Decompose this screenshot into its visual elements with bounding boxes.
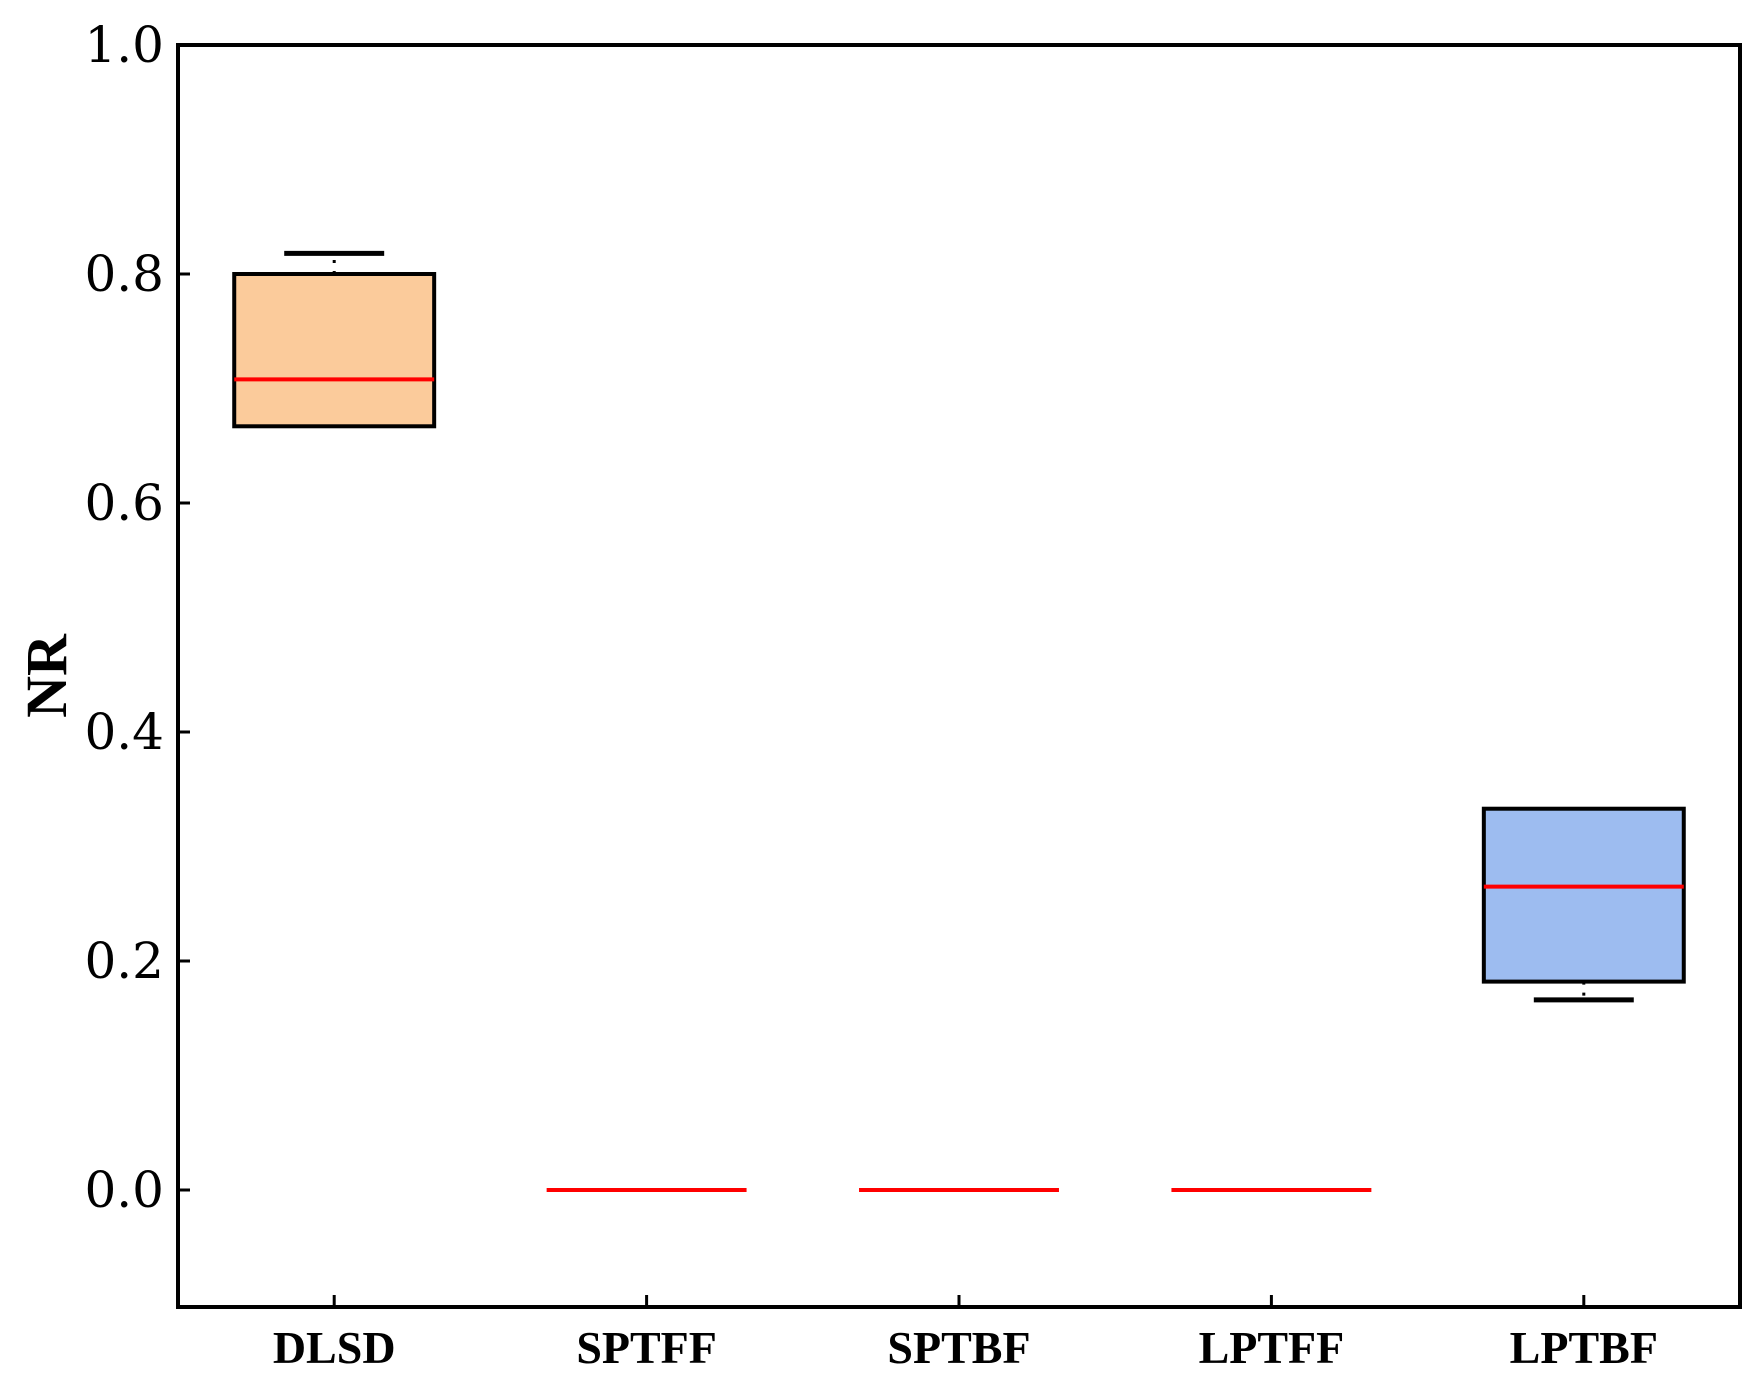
y-tick-label: 1.0 — [84, 16, 164, 74]
x-tick-label: SPTBF — [887, 1322, 1030, 1373]
box-body — [1481, 806, 1686, 984]
x-axis: DLSD SPTFF SPTBF LPTFF LPTBF — [273, 1295, 1658, 1373]
box-dlsd — [232, 250, 437, 429]
y-tick-label: 0.8 — [84, 245, 164, 303]
y-tick-label: 0.0 — [84, 1161, 164, 1219]
y-tick-label: 0.2 — [84, 932, 164, 990]
y-axis-title: NR — [14, 633, 79, 718]
plot-frame — [176, 43, 1742, 1309]
y-axis: 0.0 0.2 0.4 0.6 0.8 1.0 — [84, 16, 190, 1219]
box-lptbf — [1481, 806, 1686, 1003]
y-tick-label: 0.6 — [84, 474, 164, 532]
x-tick-label: SPTFF — [576, 1322, 717, 1373]
x-tick-label: LPTFF — [1199, 1322, 1345, 1373]
y-tick-label: 0.4 — [84, 703, 164, 761]
plot-marks — [232, 250, 1686, 1192]
box-body — [232, 272, 437, 429]
x-tick-label: DLSD — [273, 1322, 396, 1373]
x-tick-label: LPTBF — [1510, 1322, 1658, 1373]
